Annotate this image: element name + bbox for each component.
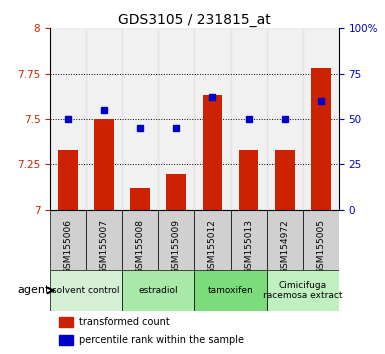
Bar [94, 119, 114, 210]
Bar [50, 270, 122, 310]
Bar [231, 210, 266, 270]
Text: percentile rank within the sample: percentile rank within the sample [79, 335, 244, 345]
Text: Cimicifuga
racemosa extract: Cimicifuga racemosa extract [263, 281, 342, 300]
Text: GSM155012: GSM155012 [208, 219, 217, 274]
Bar [50, 28, 86, 210]
Bar [122, 210, 158, 270]
Bar [158, 28, 194, 210]
Text: GSM155009: GSM155009 [172, 219, 181, 274]
Bar [59, 317, 73, 327]
Bar [266, 28, 303, 210]
Text: tamoxifen: tamoxifen [208, 286, 253, 295]
Text: GSM155007: GSM155007 [100, 219, 109, 274]
Bar [86, 28, 122, 210]
Text: solvent control: solvent control [52, 286, 120, 295]
Text: GSM155006: GSM155006 [64, 219, 73, 274]
Text: transformed count: transformed count [79, 317, 170, 327]
Bar [122, 28, 158, 210]
Bar [194, 210, 231, 270]
Text: agent: agent [18, 285, 50, 296]
Bar [275, 150, 295, 210]
Text: estradiol: estradiol [139, 286, 178, 295]
Bar [266, 270, 339, 310]
Title: GDS3105 / 231815_at: GDS3105 / 231815_at [118, 13, 271, 27]
Bar [239, 150, 258, 210]
Bar [158, 210, 194, 270]
Bar [311, 68, 331, 210]
Bar [231, 28, 266, 210]
Bar [303, 28, 339, 210]
Bar [203, 96, 223, 210]
Bar [59, 335, 73, 345]
Bar [86, 210, 122, 270]
Bar [131, 188, 150, 210]
Text: GSM155005: GSM155005 [316, 219, 325, 274]
Bar [50, 210, 86, 270]
Text: GSM155008: GSM155008 [136, 219, 145, 274]
Bar [58, 150, 78, 210]
Bar [166, 173, 186, 210]
Bar [194, 270, 266, 310]
Bar [122, 270, 194, 310]
Bar [303, 210, 339, 270]
Text: GSM155013: GSM155013 [244, 219, 253, 274]
Bar [194, 28, 231, 210]
Text: GSM154972: GSM154972 [280, 219, 289, 274]
Bar [266, 210, 303, 270]
